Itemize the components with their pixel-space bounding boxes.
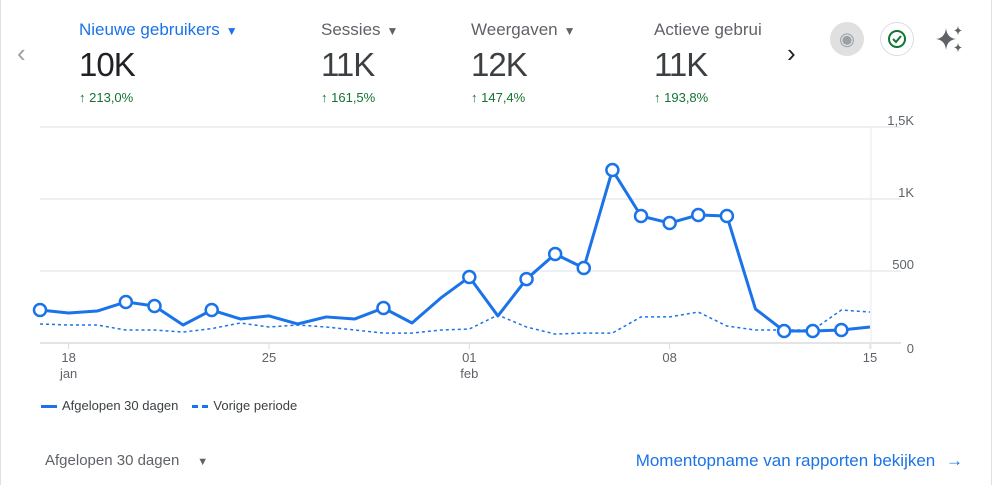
legend-item-previous: Vorige periode	[192, 398, 297, 413]
check-circle-icon[interactable]	[880, 22, 914, 56]
link-label: Momentopname van rapporten bekijken	[635, 451, 936, 470]
data-point	[776, 323, 792, 339]
y-tick-label: 0	[907, 341, 914, 356]
arrow-up-icon: ↑	[471, 90, 478, 105]
series-line-previous	[39, 309, 871, 335]
data-point	[376, 300, 391, 316]
caret-down-icon: ▼	[386, 24, 399, 38]
data-point	[719, 208, 735, 224]
arrow-up-icon: ↑	[321, 90, 328, 105]
caret-down-icon: ▼	[197, 456, 209, 468]
data-point	[462, 269, 477, 285]
chevron-right-icon[interactable]: ›	[787, 38, 796, 68]
metric-change: 161,5%	[331, 90, 376, 105]
y-tick-label: 1K	[898, 185, 914, 200]
data-point	[519, 271, 534, 287]
data-point	[633, 208, 649, 224]
metric-new-users[interactable]: Nieuwe gebruikers ▼ 10K ↑ 213,0%	[79, 20, 279, 105]
x-tick-label: 15	[863, 350, 877, 365]
metric-label: Sessies	[321, 20, 381, 39]
y-tick-label: 500	[892, 257, 914, 272]
x-tick-label: 25	[262, 350, 276, 365]
data-point	[147, 298, 162, 314]
metric-value: 12K	[471, 46, 528, 83]
metric-sessions[interactable]: Sessies ▼ 11K ↑ 161,5%	[321, 20, 521, 105]
arrow-up-icon: ↑	[654, 90, 661, 105]
metric-value: 10K	[79, 46, 136, 83]
x-tick-label: 18	[61, 350, 75, 365]
x-tick-month: feb	[460, 366, 478, 381]
x-tick-label: 08	[662, 350, 676, 365]
data-point	[204, 302, 219, 318]
metric-label: Weergaven	[471, 20, 558, 39]
data-point	[547, 246, 563, 262]
metric-label: Nieuwe gebruikers	[79, 20, 220, 39]
arrow-right-icon: →	[946, 451, 963, 470]
y-tick-label: 1,5K	[887, 113, 914, 128]
metric-change: 193,8%	[664, 90, 709, 105]
data-point	[118, 294, 134, 310]
x-tick-label: 01	[462, 350, 476, 365]
data-point	[691, 207, 706, 223]
data-point	[605, 162, 620, 178]
caret-down-icon: ▼	[225, 24, 238, 38]
metric-value: 11K	[321, 46, 375, 83]
legend-label: Vorige periode	[213, 398, 298, 413]
legend-item-current: Afgelopen 30 dagen	[41, 398, 178, 413]
data-point	[662, 215, 677, 231]
metric-change: 147,4%	[481, 90, 526, 105]
chevron-left-icon[interactable]: ‹	[17, 38, 26, 68]
data-point	[834, 322, 849, 338]
legend-label: Afgelopen 30 dagen	[62, 398, 179, 413]
sparkle-icon[interactable]	[932, 22, 966, 56]
data-point	[576, 260, 592, 276]
x-tick-month: jan	[59, 366, 77, 381]
data-point	[32, 302, 48, 318]
caret-down-icon: ▼	[563, 24, 576, 38]
metric-change: 213,0%	[89, 90, 134, 105]
series-line-current	[39, 168, 871, 333]
date-range-dropdown[interactable]: Afgelopen 30 dagen ▼	[45, 452, 208, 469]
metric-views[interactable]: Weergaven ▼ 12K ↑ 147,4%	[471, 20, 671, 105]
medal-icon[interactable]: ◉	[830, 22, 864, 56]
data-point	[805, 323, 820, 339]
arrow-up-icon: ↑	[79, 90, 86, 105]
metric-value: 11K	[654, 46, 708, 83]
metric-label: Actieve gebrui	[654, 20, 762, 39]
metric-active-users[interactable]: Actieve gebrui 11K ↑ 193,8%	[654, 20, 770, 105]
view-reports-snapshot-link[interactable]: Momentopname van rapporten bekijken →	[636, 451, 963, 471]
date-range-label: Afgelopen 30 dagen	[45, 452, 180, 469]
chart-legend: Afgelopen 30 dagen Vorige periode	[41, 398, 297, 413]
